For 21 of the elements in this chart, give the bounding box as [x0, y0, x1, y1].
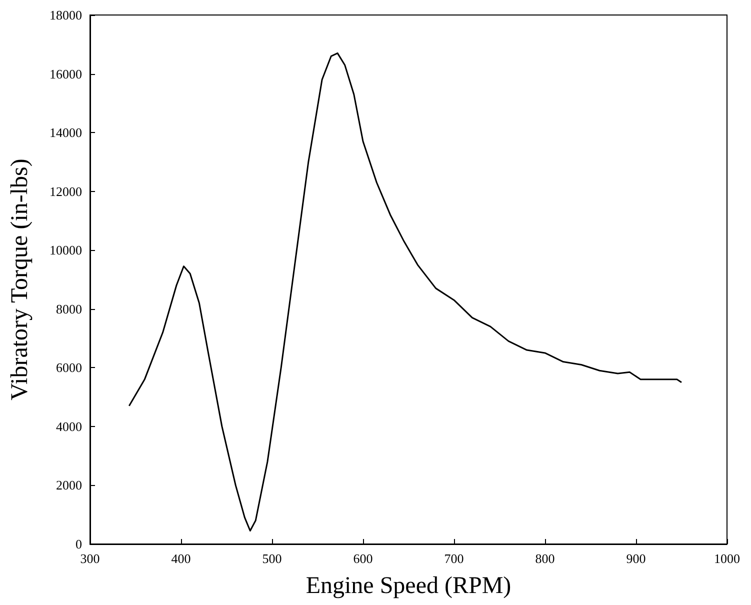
x-tick-label: 1000 [714, 551, 740, 566]
y-tick-label: 18000 [50, 8, 82, 22]
x-tick-label: 800 [535, 551, 555, 566]
y-tick-label: 0 [76, 536, 82, 552]
y-tick-label: 14000 [50, 125, 82, 140]
y-tick-label: 10000 [50, 242, 82, 258]
x-axis-title: Engine Speed (RPM) [306, 573, 512, 599]
x-tick-label: 900 [626, 551, 646, 566]
x-tick-label: 300 [80, 551, 100, 566]
y-tick-label: 8000 [56, 301, 82, 316]
y-axis-title: Vibratory Torque (in-lbs) [7, 158, 33, 400]
y-tick-label: 6000 [56, 360, 82, 376]
x-tick-label: 500 [262, 551, 282, 566]
y-tick-label: 16000 [50, 66, 82, 82]
y-tick-label: 4000 [56, 418, 82, 434]
y-tick-label: 2000 [56, 478, 82, 493]
line-series [128, 52, 682, 532]
x-tick-label: 700 [444, 551, 464, 566]
x-tick-label: 400 [171, 551, 191, 566]
y-tick-label: 12000 [50, 184, 82, 199]
x-tick-label: 600 [353, 551, 373, 566]
